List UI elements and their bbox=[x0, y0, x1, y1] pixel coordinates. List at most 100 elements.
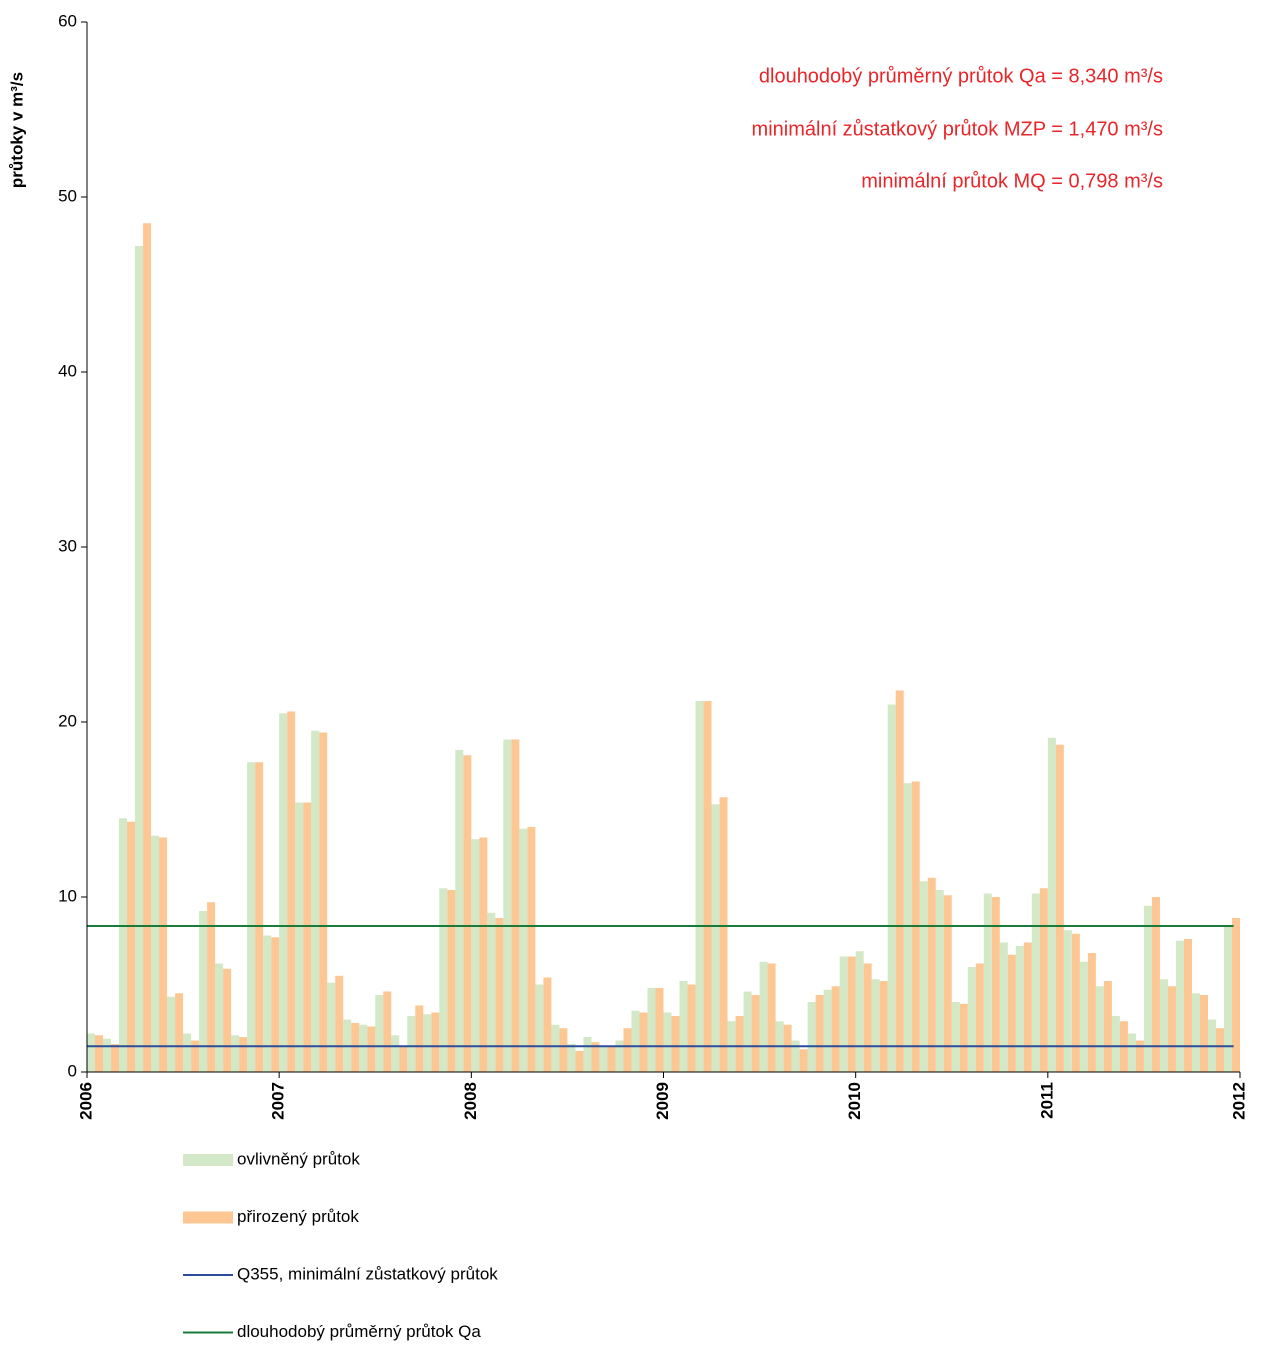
bar bbox=[247, 762, 256, 1072]
bar bbox=[767, 963, 776, 1072]
bar bbox=[631, 1010, 640, 1072]
bar bbox=[983, 893, 992, 1072]
bar bbox=[1023, 942, 1032, 1072]
bar bbox=[175, 993, 184, 1072]
legend-swatch bbox=[183, 1154, 233, 1166]
bar bbox=[95, 1035, 104, 1072]
bar bbox=[679, 981, 688, 1072]
bar bbox=[863, 963, 872, 1072]
bar bbox=[255, 762, 264, 1072]
bar bbox=[871, 979, 880, 1072]
bar bbox=[999, 942, 1008, 1072]
bar bbox=[455, 750, 464, 1072]
bar bbox=[743, 991, 752, 1072]
bar bbox=[559, 1028, 568, 1072]
bar bbox=[1215, 1028, 1224, 1072]
bar bbox=[1183, 939, 1192, 1072]
bar bbox=[1231, 918, 1240, 1072]
bar bbox=[991, 897, 1000, 1072]
bar bbox=[1111, 1016, 1120, 1072]
legend-label: Q355, minimální zůstatkový průtok bbox=[237, 1264, 498, 1283]
bar bbox=[439, 888, 448, 1072]
bar bbox=[527, 827, 536, 1072]
y-tick-label: 0 bbox=[68, 1061, 77, 1080]
bar bbox=[287, 711, 296, 1072]
bar bbox=[1159, 979, 1168, 1072]
bar bbox=[431, 1012, 440, 1072]
bar bbox=[391, 1035, 400, 1072]
x-tick-label: 2012 bbox=[1229, 1082, 1248, 1120]
bar bbox=[119, 818, 128, 1072]
bar bbox=[1103, 981, 1112, 1072]
bar bbox=[487, 912, 496, 1072]
bar bbox=[375, 995, 384, 1072]
bar bbox=[231, 1035, 240, 1072]
bar bbox=[967, 967, 976, 1072]
bar bbox=[1055, 744, 1064, 1072]
bar bbox=[735, 1016, 744, 1072]
bar bbox=[543, 977, 552, 1072]
bar bbox=[239, 1037, 248, 1072]
bar bbox=[1143, 905, 1152, 1072]
bar bbox=[471, 839, 480, 1072]
bar bbox=[719, 797, 728, 1072]
bar bbox=[959, 1003, 968, 1072]
bar bbox=[263, 935, 272, 1072]
bar bbox=[327, 982, 336, 1072]
bar bbox=[1047, 737, 1056, 1072]
bar bbox=[415, 1005, 424, 1072]
bar bbox=[495, 918, 504, 1072]
bar bbox=[367, 1026, 376, 1072]
bar bbox=[807, 1002, 816, 1072]
bar bbox=[223, 968, 232, 1072]
y-tick-label: 40 bbox=[58, 361, 77, 380]
y-tick-label: 10 bbox=[58, 886, 77, 905]
bar bbox=[695, 701, 704, 1072]
bar bbox=[1191, 993, 1200, 1072]
x-tick-label: 2011 bbox=[1037, 1082, 1056, 1119]
bar bbox=[1223, 925, 1232, 1072]
bar bbox=[1071, 933, 1080, 1072]
bar bbox=[535, 984, 544, 1072]
bar bbox=[639, 1012, 648, 1072]
bar bbox=[847, 956, 856, 1072]
bar bbox=[199, 911, 208, 1072]
bar bbox=[567, 1044, 576, 1072]
x-tick-label: 2009 bbox=[653, 1082, 672, 1120]
bar bbox=[383, 991, 392, 1072]
bar bbox=[271, 937, 280, 1072]
y-axis-label: průtoky v m³/s bbox=[7, 72, 26, 188]
bar bbox=[783, 1024, 792, 1072]
bar bbox=[351, 1023, 360, 1072]
y-tick-label: 60 bbox=[58, 11, 77, 30]
legend-label: přirozený průtok bbox=[237, 1207, 359, 1226]
bar bbox=[687, 984, 696, 1072]
x-tick-label: 2010 bbox=[845, 1082, 864, 1120]
bar bbox=[1167, 986, 1176, 1072]
bar bbox=[1199, 995, 1208, 1072]
bar bbox=[799, 1049, 808, 1072]
bar bbox=[399, 1045, 408, 1072]
legend-label: ovlivněný průtok bbox=[237, 1149, 360, 1168]
bar bbox=[335, 975, 344, 1072]
bar bbox=[511, 739, 520, 1072]
bar bbox=[655, 988, 664, 1072]
bar bbox=[1015, 946, 1024, 1072]
bar bbox=[791, 1040, 800, 1072]
bar bbox=[207, 902, 216, 1072]
x-tick-label: 2008 bbox=[461, 1082, 480, 1120]
bar bbox=[463, 755, 472, 1072]
bar bbox=[447, 890, 456, 1072]
bar bbox=[839, 956, 848, 1072]
y-tick-label: 20 bbox=[58, 711, 77, 730]
bar bbox=[479, 837, 488, 1072]
bar bbox=[183, 1033, 192, 1072]
bar bbox=[663, 1012, 672, 1072]
bar bbox=[1079, 961, 1088, 1072]
y-tick-label: 50 bbox=[58, 186, 77, 205]
bar bbox=[151, 835, 160, 1072]
bar bbox=[111, 1044, 120, 1072]
bar bbox=[903, 783, 912, 1072]
bar bbox=[647, 988, 656, 1072]
